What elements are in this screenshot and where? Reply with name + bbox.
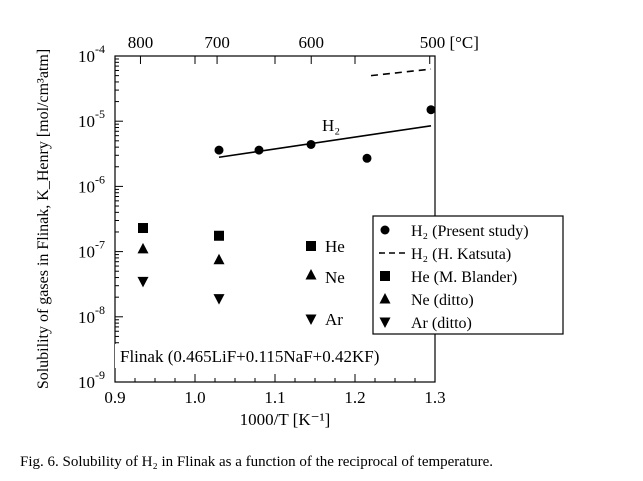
y-tick-label: 10-5 bbox=[78, 107, 105, 131]
y-tick-label: 10-8 bbox=[78, 303, 105, 327]
y-tick-label: 10-9 bbox=[78, 368, 105, 392]
x-tick-label: 1.2 bbox=[344, 388, 365, 407]
x-tick-label: 1.3 bbox=[424, 388, 445, 407]
data-point-square bbox=[138, 223, 148, 234]
h2-annotation: H₂ bbox=[322, 116, 340, 135]
data-point-circle bbox=[214, 145, 224, 155]
legend-swatch-square bbox=[380, 271, 390, 281]
he-annotation: He bbox=[325, 237, 345, 256]
data-point-triangle-up bbox=[213, 253, 225, 265]
flinak-label-bg bbox=[115, 344, 415, 368]
flinak-label: Flinak (0.465LiF+0.115NaF+0.42KF) bbox=[120, 347, 379, 366]
x-axis-label: 1000/T [K⁻¹] bbox=[240, 410, 331, 429]
figure-caption: Fig. 6. Solubility of H₂ in Flinak as a … bbox=[20, 454, 494, 470]
data-point-triangle-down bbox=[213, 294, 225, 305]
data-point-circle bbox=[426, 105, 436, 115]
y-tick-label: 10-4 bbox=[78, 42, 105, 66]
legend-swatch-triangle-up bbox=[379, 293, 391, 304]
top-tick-label: 800 bbox=[128, 33, 154, 52]
ar-annotation-marker bbox=[305, 314, 317, 325]
series-katsuta-line bbox=[370, 68, 432, 77]
legend-entry-label: Ar (ditto) bbox=[411, 315, 472, 332]
y-tick-label: 10-6 bbox=[78, 172, 105, 196]
y-axis-label: Solubility of gases in Flinak, K_Henry [… bbox=[35, 49, 52, 389]
data-point-square bbox=[214, 230, 224, 241]
top-tick-label: 700 bbox=[204, 33, 230, 52]
top-tick-label: 600 bbox=[298, 33, 324, 52]
legend-box bbox=[372, 215, 564, 335]
data-point-circle bbox=[254, 145, 264, 155]
data-point-circle bbox=[306, 139, 316, 149]
fit-line bbox=[218, 125, 432, 159]
data-point-circle bbox=[362, 153, 372, 163]
legend-entry-label: He (M. Blander) bbox=[411, 269, 517, 286]
x-tick-label: 1.1 bbox=[264, 388, 285, 407]
he-annotation-marker bbox=[306, 241, 316, 251]
data-point-triangle-down bbox=[137, 276, 149, 288]
legend-entry-label: Ne (ditto) bbox=[411, 292, 474, 309]
x-tick-label: 0.9 bbox=[104, 388, 125, 407]
data-point-triangle-up bbox=[137, 242, 149, 254]
legend-swatch-triangle-down bbox=[379, 317, 391, 328]
x-tick-label: 1.0 bbox=[184, 388, 205, 407]
ne-annotation: Ne bbox=[325, 268, 345, 287]
ne-annotation-marker bbox=[305, 269, 317, 280]
ar-annotation: Ar bbox=[325, 310, 343, 329]
legend-swatch-circle bbox=[380, 225, 390, 235]
y-tick-label: 10-7 bbox=[78, 238, 105, 262]
legend-entry-label: H₂ (H. Katsuta) bbox=[411, 246, 511, 263]
top-tick-label: 500 [°C] bbox=[420, 33, 479, 52]
legend-entry-label: H₂ (Present study) bbox=[411, 223, 529, 240]
